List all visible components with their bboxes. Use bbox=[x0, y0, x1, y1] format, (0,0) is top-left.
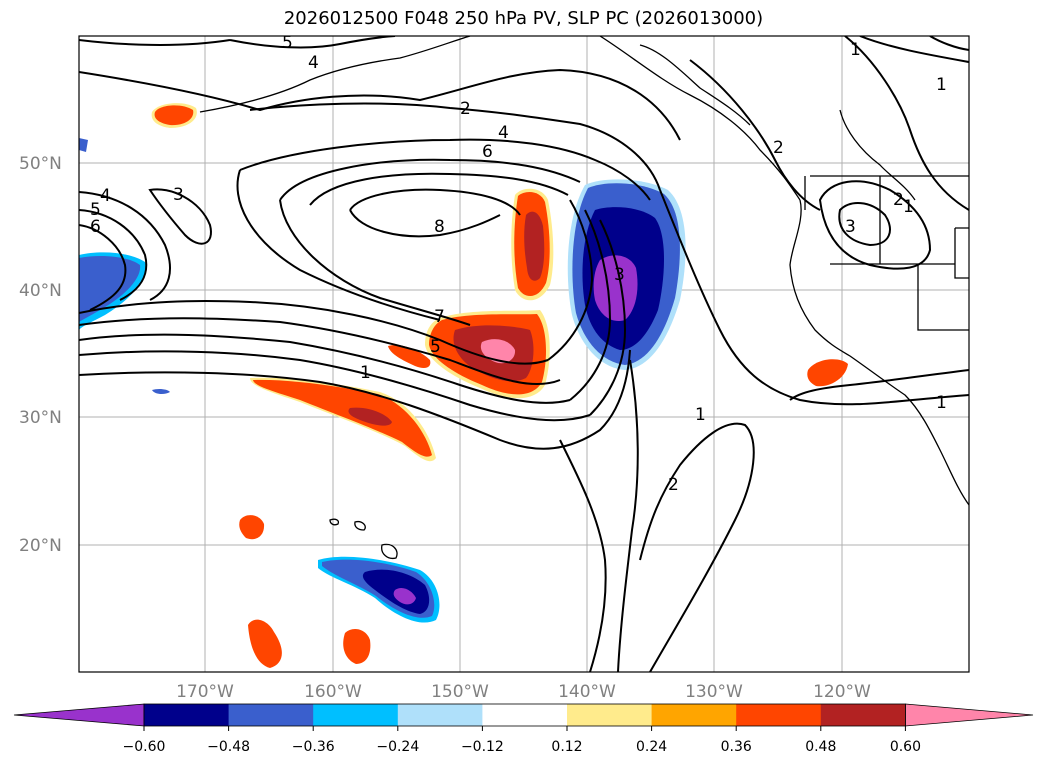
contour-label: 5 bbox=[430, 337, 441, 357]
colorbar-segment bbox=[228, 704, 314, 726]
lon-label: 120°W bbox=[813, 682, 871, 702]
lon-label: 140°W bbox=[558, 682, 616, 702]
contour-label: 5 bbox=[90, 200, 101, 220]
contour-label: 2 bbox=[773, 138, 784, 158]
colorbar-tick-label: 0.36 bbox=[721, 739, 752, 755]
contour-label: 1 bbox=[360, 363, 371, 383]
colorbar-tick-label: 0.60 bbox=[890, 739, 921, 755]
colorbar-border bbox=[143, 703, 906, 727]
lat-label: 20°N bbox=[19, 536, 62, 556]
colorbar-ticks: −0.60 −0.48 −0.36 −0.24 −0.12 0.12 0.24 0.36 0.4… bbox=[123, 726, 921, 755]
contour-label: 4 bbox=[308, 53, 319, 73]
contour-label: 4 bbox=[498, 123, 509, 143]
colorbar-tick-label: −0.12 bbox=[461, 739, 504, 755]
colorbar-segment bbox=[736, 704, 822, 726]
colorbar-tick-label: −0.24 bbox=[376, 739, 419, 755]
colorbar-tick-label: 0.24 bbox=[636, 739, 667, 755]
colorbar-segment bbox=[905, 703, 1034, 727]
contour-label: 3 bbox=[845, 217, 856, 237]
colorbar-segment bbox=[144, 704, 230, 726]
colorbar-segment bbox=[313, 704, 399, 726]
lat-label: 40°N bbox=[19, 281, 62, 301]
contour-label: 3 bbox=[173, 185, 184, 205]
colorbar-segment bbox=[820, 704, 906, 726]
latitude-labels: 50°N 40°N 30°N 20°N bbox=[19, 154, 62, 556]
lon-label: 160°W bbox=[304, 682, 362, 702]
colorbar-tick-label: −0.36 bbox=[292, 739, 335, 755]
longitude-labels: 170°W 160°W 150°W 140°W 130°W 120°W bbox=[176, 682, 871, 702]
contour-label: 1 bbox=[936, 75, 947, 95]
colorbar-segment bbox=[482, 704, 568, 726]
contour-label: 5 bbox=[282, 33, 293, 53]
contour-label: 1 bbox=[850, 40, 861, 60]
contour-labels: 5 4 2 4 6 8 7 5 1 3 4 5 6 1 2 1 1 2 3 2 … bbox=[90, 33, 947, 495]
contour-label: 4 bbox=[100, 186, 111, 206]
contour-label: 1 bbox=[903, 197, 914, 217]
colorbar-tick-label: −0.60 bbox=[123, 739, 166, 755]
contour-label: 6 bbox=[90, 217, 101, 237]
colorbar-tick-label: −0.48 bbox=[207, 739, 250, 755]
lat-label: 50°N bbox=[19, 154, 62, 174]
map-frame bbox=[78, 35, 970, 673]
colorbar-tick-label: 0.48 bbox=[805, 739, 836, 755]
contour-label: 2 bbox=[893, 190, 904, 210]
contour-label: 2 bbox=[460, 99, 471, 119]
lon-label: 150°W bbox=[431, 682, 489, 702]
lon-label: 170°W bbox=[176, 682, 234, 702]
colorbar-segment bbox=[13, 703, 145, 727]
slp-contours bbox=[79, 36, 969, 672]
colorbar-segment bbox=[397, 704, 483, 726]
pv-shading bbox=[79, 103, 848, 668]
colorbar bbox=[13, 703, 1034, 727]
contour-label: 7 bbox=[434, 307, 445, 327]
contour-label: 1 bbox=[936, 393, 947, 413]
lon-label: 130°W bbox=[685, 682, 743, 702]
colorbar-segment bbox=[651, 704, 737, 726]
coastlines bbox=[199, 36, 969, 560]
contour-label: 6 bbox=[482, 142, 493, 162]
contour-label: 3 bbox=[614, 265, 625, 285]
colorbar-tick-label: 0.12 bbox=[551, 739, 582, 755]
contour-label: 2 bbox=[668, 475, 679, 495]
lat-label: 30°N bbox=[19, 408, 62, 428]
chart-title: 2026012500 F048 250 hPa PV, SLP PC (2026… bbox=[283, 8, 764, 29]
colorbar-segment bbox=[567, 704, 653, 726]
contour-label: 1 bbox=[695, 405, 706, 425]
contour-label: 8 bbox=[434, 217, 445, 237]
